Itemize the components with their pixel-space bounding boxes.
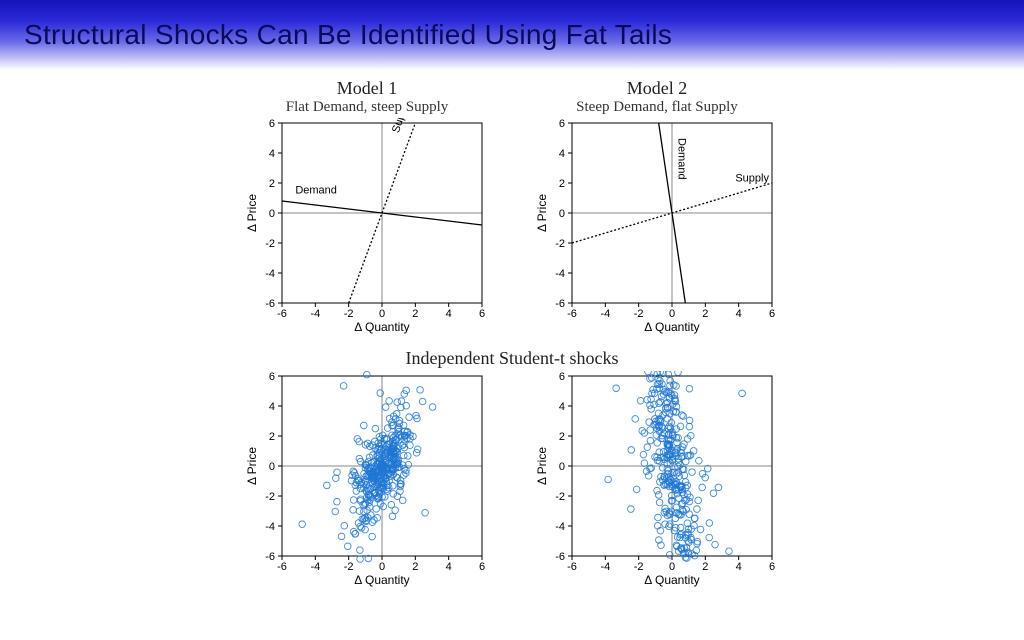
svg-text:Δ Quantity: Δ Quantity [644, 320, 699, 334]
svg-text:-2: -2 [634, 561, 644, 573]
svg-text:0: 0 [379, 561, 385, 573]
svg-text:6: 6 [479, 308, 485, 320]
svg-text:6: 6 [269, 371, 275, 383]
svg-text:2: 2 [269, 178, 275, 190]
svg-text:-6: -6 [555, 298, 565, 310]
panel-model-1: Model 1 Flat Demand, steep Supply -6-6 -4… [242, 78, 492, 338]
svg-text:2: 2 [269, 431, 275, 443]
panel-scatter-left: -6-6 -4 -4 -2 -2 0 0 2 2 4 4 6 6 Δ Quantity Δ Price [242, 371, 492, 591]
svg-text:2: 2 [559, 178, 565, 190]
bottom-row: -6-6-4-4-2-200224466Δ QuantityΔ Price -6… [232, 371, 792, 591]
svg-text:0: 0 [669, 561, 675, 573]
figure-area: Model 1 Flat Demand, steep Supply -6-6-4… [232, 70, 792, 591]
chart-model-1: -6-6 -4 -4 -2 -2 0 0 2 2 4 4 6 6 Δ Quantity Δ Price Dem… [242, 118, 492, 338]
svg-text:6: 6 [559, 371, 565, 383]
svg-text:-4: -4 [555, 521, 565, 533]
svg-text:2: 2 [559, 431, 565, 443]
svg-text:6: 6 [769, 308, 775, 320]
svg-text:Demand: Demand [676, 138, 688, 180]
top-row: Model 1 Flat Demand, steep Supply -6-6-4… [232, 78, 792, 338]
svg-text:Δ Price: Δ Price [245, 194, 259, 232]
svg-text:2: 2 [412, 308, 418, 320]
svg-text:4: 4 [446, 561, 452, 573]
model-1-title: Model 1 [242, 78, 492, 99]
svg-text:0: 0 [559, 208, 565, 220]
svg-text:0: 0 [269, 461, 275, 473]
svg-text:Δ Quantity: Δ Quantity [644, 573, 699, 587]
svg-text:Δ Quantity: Δ Quantity [354, 573, 409, 587]
slide-header: Structural Shocks Can Be Identified Usin… [0, 0, 1024, 70]
svg-text:Demand: Demand [295, 185, 337, 197]
svg-text:Δ Price: Δ Price [535, 447, 549, 485]
svg-text:Δ Price: Δ Price [245, 447, 259, 485]
svg-text:-2: -2 [265, 491, 275, 503]
panel-model-2: Model 2 Steep Demand, flat Supply -6-6 -4… [532, 78, 782, 338]
svg-text:4: 4 [269, 401, 275, 413]
svg-text:-2: -2 [555, 491, 565, 503]
independent-shocks-title: Independent Student-t shocks [232, 348, 792, 369]
svg-text:6: 6 [559, 118, 565, 130]
svg-text:Δ Price: Δ Price [535, 194, 549, 232]
svg-text:6: 6 [269, 118, 275, 130]
svg-text:-4: -4 [265, 521, 275, 533]
chart-scatter-right: -6-6 -4 -4 -2 -2 0 0 2 2 4 4 6 6 Δ Quantity Δ Price [532, 371, 782, 591]
svg-text:-6: -6 [567, 561, 577, 573]
svg-text:0: 0 [669, 308, 675, 320]
svg-text:Δ Quantity: Δ Quantity [354, 320, 409, 334]
slide-title: Structural Shocks Can Be Identified Usin… [24, 19, 672, 51]
svg-text:4: 4 [559, 401, 565, 413]
svg-text:2: 2 [702, 308, 708, 320]
svg-text:-6: -6 [277, 308, 287, 320]
svg-text:4: 4 [736, 308, 742, 320]
svg-text:4: 4 [736, 561, 742, 573]
model-1-subtitle: Flat Demand, steep Supply [242, 99, 492, 116]
svg-text:0: 0 [269, 208, 275, 220]
model-2-subtitle: Steep Demand, flat Supply [532, 99, 782, 116]
svg-text:Supply: Supply [735, 173, 769, 185]
svg-text:-2: -2 [265, 238, 275, 250]
svg-text:-2: -2 [344, 561, 354, 573]
svg-text:-4: -4 [310, 308, 320, 320]
svg-text:-4: -4 [600, 561, 610, 573]
svg-text:Supply: Supply [390, 118, 412, 134]
svg-text:0: 0 [559, 461, 565, 473]
svg-text:4: 4 [269, 148, 275, 160]
svg-text:0: 0 [379, 308, 385, 320]
chart-model-2: -6-6 -4 -4 -2 -2 0 0 2 2 4 4 6 6 Δ Quantity Δ Price Dem… [532, 118, 782, 338]
model-2-title: Model 2 [532, 78, 782, 99]
svg-text:6: 6 [479, 561, 485, 573]
svg-text:-2: -2 [344, 308, 354, 320]
svg-text:6: 6 [769, 561, 775, 573]
svg-text:-4: -4 [265, 268, 275, 280]
svg-text:-6: -6 [567, 308, 577, 320]
svg-text:-6: -6 [265, 298, 275, 310]
svg-text:2: 2 [412, 561, 418, 573]
svg-text:2: 2 [702, 561, 708, 573]
svg-text:-4: -4 [555, 268, 565, 280]
panel-scatter-right: -6-6 -4 -4 -2 -2 0 0 2 2 4 4 6 6 Δ Quantity Δ Price [532, 371, 782, 591]
svg-text:-6: -6 [555, 551, 565, 563]
svg-text:4: 4 [446, 308, 452, 320]
svg-text:-4: -4 [600, 308, 610, 320]
svg-text:4: 4 [559, 148, 565, 160]
svg-text:-6: -6 [265, 551, 275, 563]
chart-scatter-left: -6-6 -4 -4 -2 -2 0 0 2 2 4 4 6 6 Δ Quantity Δ Price [242, 371, 492, 591]
svg-text:-4: -4 [310, 561, 320, 573]
svg-text:-2: -2 [634, 308, 644, 320]
svg-text:-2: -2 [555, 238, 565, 250]
svg-text:-6: -6 [277, 561, 287, 573]
